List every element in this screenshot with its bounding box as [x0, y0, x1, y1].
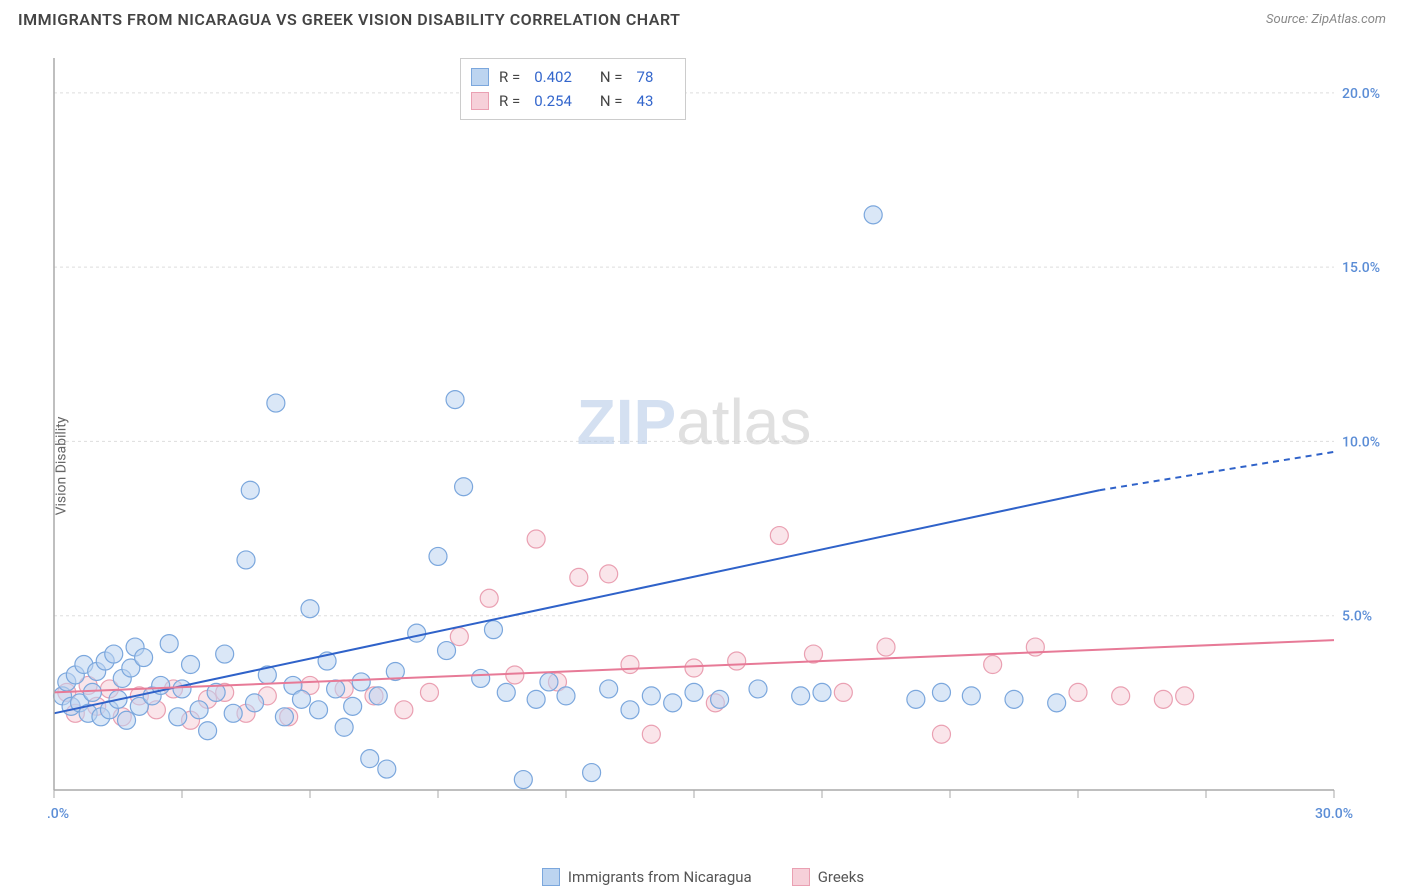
svg-text:10.0%: 10.0% [1342, 434, 1380, 450]
n-value-series1: 78 [637, 68, 654, 86]
svg-text:ZIPatlas: ZIPatlas [577, 386, 812, 458]
r-value-series1: 0.402 [534, 68, 572, 86]
svg-text:20.0%: 20.0% [1342, 86, 1380, 102]
legend-label-series1: Immigrants from Nicaragua [568, 868, 752, 886]
legend-series: Immigrants from Nicaragua Greeks [0, 868, 1406, 886]
legend-stats-row-2: R = 0.254 N = 43 [471, 89, 671, 113]
legend-swatch-series1 [471, 68, 489, 86]
legend-swatch-series1 [542, 868, 560, 886]
n-label: N = [600, 92, 623, 110]
source-label: Source: ZipAtlas.com [1266, 12, 1386, 27]
svg-text:30.0%: 30.0% [1315, 806, 1353, 822]
legend-swatch-series2 [792, 868, 810, 886]
legend-item-series1: Immigrants from Nicaragua [542, 868, 752, 886]
scatter-plot: 5.0% 10.0% 15.0% 20.0% ZIPatlas 0.0% 30.0% [48, 58, 1388, 836]
r-label: R = [499, 92, 520, 110]
r-value-series2: 0.254 [534, 92, 572, 110]
svg-text:5.0%: 5.0% [1342, 609, 1372, 625]
chart-header: IMMIGRANTS FROM NICARAGUA VS GREEK VISIO… [0, 0, 1406, 37]
legend-stats: R = 0.402 N = 78 R = 0.254 N = 43 [460, 58, 686, 120]
svg-text:0.0%: 0.0% [48, 806, 69, 822]
chart-title: IMMIGRANTS FROM NICARAGUA VS GREEK VISIO… [18, 10, 680, 29]
n-label: N = [600, 68, 623, 86]
svg-text:15.0%: 15.0% [1342, 260, 1380, 276]
legend-swatch-series2 [471, 92, 489, 110]
n-value-series2: 43 [637, 92, 654, 110]
legend-stats-row-1: R = 0.402 N = 78 [471, 65, 671, 89]
legend-item-series2: Greeks [792, 868, 864, 886]
r-label: R = [499, 68, 520, 86]
legend-label-series2: Greeks [818, 868, 864, 886]
chart-area: Vision Disability 5.0%10.0%15.0%20.0%ZIP… [0, 40, 1406, 892]
